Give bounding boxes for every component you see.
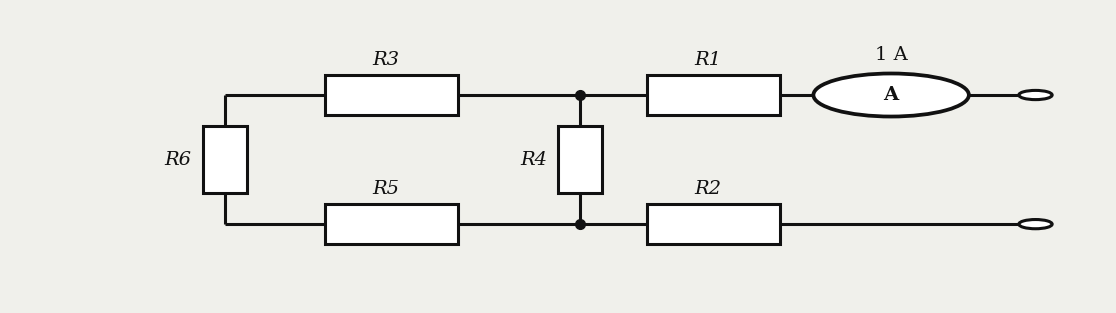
Bar bbox=[647, 204, 780, 244]
Text: R1: R1 bbox=[694, 51, 721, 69]
Bar bbox=[558, 126, 603, 193]
Text: R3: R3 bbox=[373, 51, 400, 69]
Text: A: A bbox=[884, 86, 898, 104]
Text: R5: R5 bbox=[373, 180, 400, 198]
Bar bbox=[325, 204, 458, 244]
Circle shape bbox=[814, 74, 969, 116]
Text: R6: R6 bbox=[164, 151, 192, 169]
Circle shape bbox=[1019, 90, 1052, 100]
Bar bbox=[203, 126, 247, 193]
Circle shape bbox=[1019, 219, 1052, 229]
Text: R2: R2 bbox=[694, 180, 721, 198]
Bar bbox=[647, 75, 780, 115]
Text: 1 A: 1 A bbox=[875, 46, 907, 64]
Bar bbox=[325, 75, 458, 115]
Text: R4: R4 bbox=[520, 151, 547, 169]
